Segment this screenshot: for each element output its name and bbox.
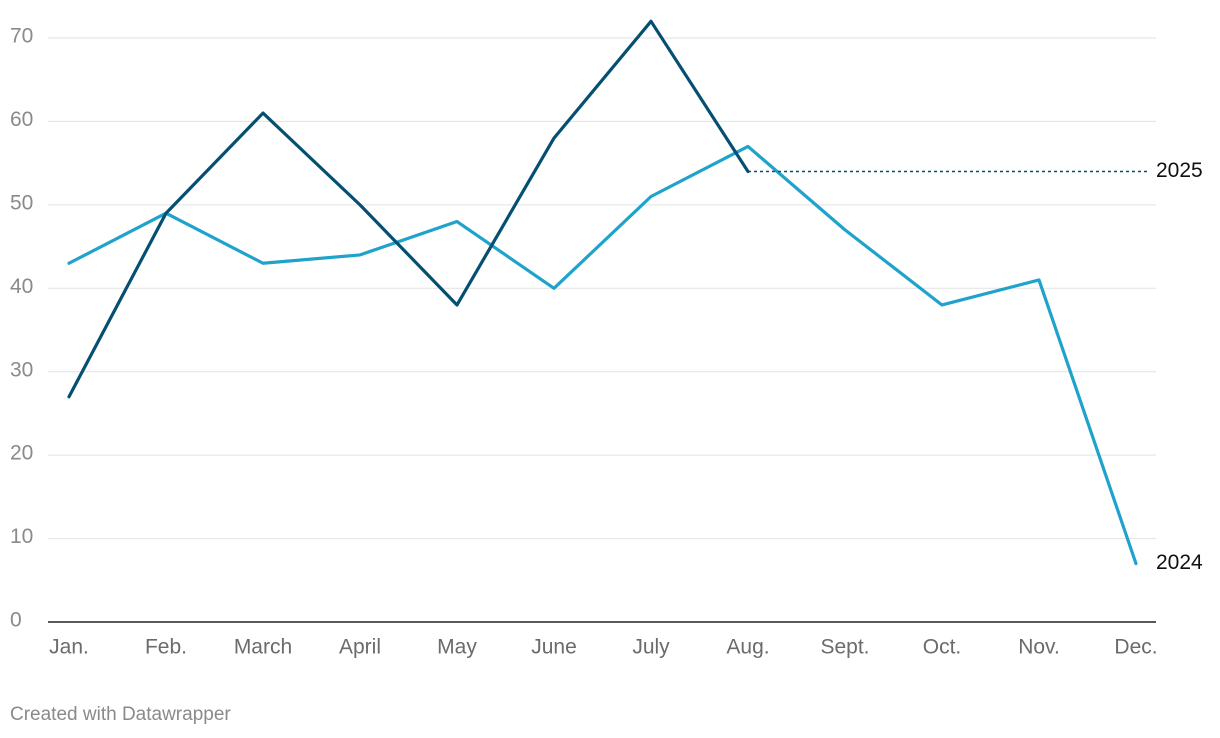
- line-series: [67, 19, 750, 399]
- line-series: [67, 144, 1138, 566]
- x-tick-label: May: [437, 636, 477, 659]
- y-tick-label: 0: [10, 609, 22, 632]
- x-tick-label: Aug.: [726, 636, 769, 659]
- x-tick-label: March: [234, 636, 292, 659]
- x-tick-label: Oct.: [923, 636, 962, 659]
- x-tick-label: Jan.: [49, 636, 89, 659]
- y-tick-label: 60: [10, 108, 33, 131]
- x-tick-label: July: [632, 636, 670, 659]
- x-tick-label: Dec.: [1114, 636, 1157, 659]
- series-label: 2024: [1156, 551, 1203, 574]
- x-tick-label: Nov.: [1018, 636, 1060, 659]
- y-tick-label: 30: [10, 358, 33, 381]
- y-tick-label: 40: [10, 275, 33, 298]
- y-tick-label: 70: [10, 25, 33, 48]
- footer: Created with Datawrapper: [10, 704, 231, 725]
- x-tick-label: Sept.: [820, 636, 869, 659]
- series-label: 2025: [1156, 159, 1203, 182]
- y-tick-label: 50: [10, 191, 33, 214]
- x-tick-label: Feb.: [145, 636, 187, 659]
- y-tick-label: 20: [10, 442, 33, 465]
- x-tick-label: June: [531, 636, 577, 659]
- x-tick-label: April: [339, 636, 381, 659]
- y-tick-label: 10: [10, 525, 33, 548]
